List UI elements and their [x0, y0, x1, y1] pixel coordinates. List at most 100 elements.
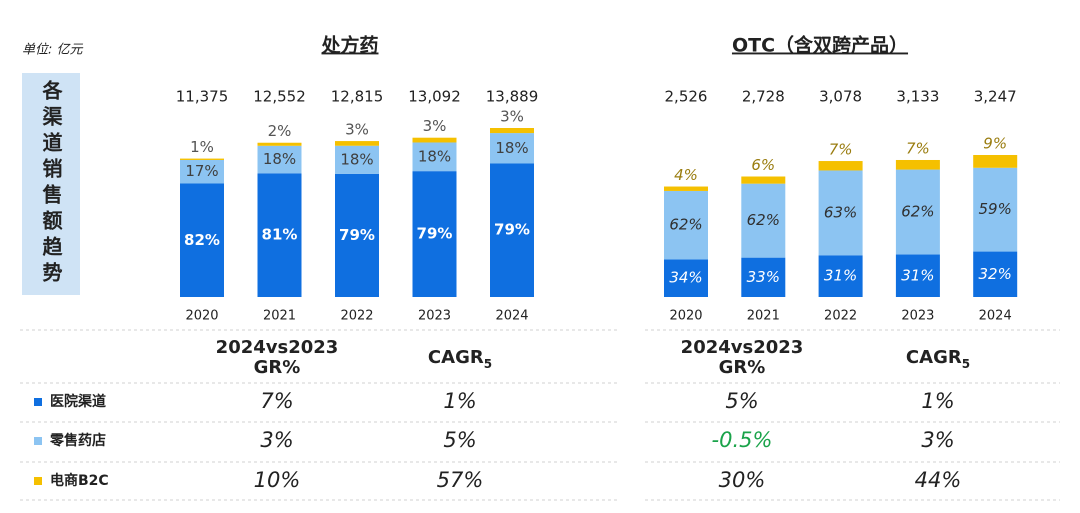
unit-label: 单位: 亿元: [22, 42, 84, 58]
value-label: 18%: [495, 139, 528, 157]
value-label: 33%: [747, 268, 780, 286]
bar-segment: [664, 186, 708, 191]
chart-title: OTC（含双跨产品）: [732, 34, 908, 57]
x-tick-label: 2023: [901, 309, 934, 324]
value-label: 82%: [184, 231, 220, 249]
table-cell: 1%: [921, 389, 954, 413]
table-cell: 3%: [260, 428, 293, 452]
legend-swatch: [34, 437, 42, 445]
value-label: 62%: [901, 203, 934, 221]
value-label: 6%: [751, 156, 775, 174]
value-label: 31%: [824, 267, 857, 285]
bar-segment: [895, 159, 940, 170]
value-label: 63%: [824, 203, 857, 221]
bar-segment: [664, 190, 708, 260]
bar-segment: [180, 159, 224, 184]
total-label: 13,092: [408, 88, 461, 106]
legend-label: 电商B2C: [50, 472, 109, 489]
bar-segment: [335, 145, 379, 174]
x-tick-label: 2021: [747, 309, 780, 324]
value-label: 3%: [345, 121, 369, 139]
total-label: 3,133: [896, 88, 939, 106]
bar-segment: [664, 259, 708, 297]
chart-title: 处方药: [320, 34, 378, 57]
legend-label: 医院渠道: [50, 393, 106, 410]
bar-segment: [973, 251, 1018, 297]
value-label: 79%: [339, 226, 375, 244]
table-cell: 10%: [254, 468, 301, 492]
value-label: 81%: [262, 226, 298, 244]
bar-segment: [818, 255, 863, 297]
legend-swatch: [34, 477, 42, 485]
bar-segment: [180, 183, 224, 297]
table-cell: 57%: [437, 468, 484, 492]
value-label: 2%: [268, 122, 292, 140]
bar-segment: [180, 158, 224, 160]
header-text: CAGR: [906, 347, 962, 368]
table-cell: 3%: [921, 428, 954, 452]
value-label: 62%: [747, 211, 780, 229]
x-tick-label: 2024: [979, 309, 1012, 324]
value-label: 62%: [669, 216, 702, 234]
total-label: 11,375: [176, 88, 229, 106]
bar-segment: [412, 142, 457, 172]
bar-segment: [257, 142, 302, 146]
side-label: 各渠道销售额趋势: [22, 73, 80, 295]
value-label: 7%: [829, 141, 853, 159]
x-tick-label: 2023: [418, 309, 451, 324]
header-text: CAGR: [428, 347, 484, 368]
table-cell: -0.5%: [712, 428, 773, 452]
header-sub: 5: [484, 357, 492, 371]
table-header: 2024vs2023: [216, 337, 339, 358]
value-label: 31%: [901, 266, 934, 284]
table-header: 2024vs2023: [681, 337, 804, 358]
bar-segment: [818, 170, 863, 256]
table-cell: 1%: [443, 389, 476, 413]
table-cell: 7%: [260, 389, 293, 413]
value-label: 79%: [494, 221, 530, 239]
header-sub: 5: [962, 357, 970, 371]
bar-segment: [895, 254, 940, 297]
bar-segment: [741, 183, 786, 258]
total-label: 3,078: [819, 88, 862, 106]
value-label: 7%: [906, 139, 930, 157]
legend-swatch: [34, 398, 42, 406]
value-label: 17%: [185, 162, 218, 180]
bar-segment: [490, 163, 534, 297]
value-label: 79%: [417, 225, 453, 243]
value-label: 18%: [340, 150, 373, 168]
legend-label: 零售药店: [49, 432, 106, 449]
total-label: 2,728: [742, 88, 785, 106]
x-tick-label: 2024: [495, 309, 528, 324]
bar-segment: [412, 171, 457, 297]
bar-segment: [973, 167, 1018, 252]
table-header: CAGR5: [428, 347, 492, 371]
value-label: 32%: [979, 265, 1012, 283]
bar-segment: [973, 155, 1018, 168]
value-label: 3%: [423, 117, 447, 135]
bar-segment: [257, 145, 302, 174]
bar-segment: [412, 137, 457, 143]
value-label: 4%: [674, 166, 698, 184]
bar-segment: [741, 176, 786, 184]
bar-segment: [257, 173, 302, 297]
value-label: 59%: [979, 200, 1012, 218]
x-tick-label: 2020: [669, 309, 702, 324]
total-label: 2,526: [665, 88, 708, 106]
total-label: 3,247: [974, 88, 1017, 106]
table-cell: 5%: [725, 389, 758, 413]
total-label: 12,552: [253, 88, 306, 106]
x-tick-label: 2022: [340, 309, 373, 324]
total-label: 13,889: [486, 88, 539, 106]
table-cell: 5%: [443, 428, 476, 452]
value-label: 18%: [263, 150, 296, 168]
bar-segment: [818, 161, 863, 171]
bar-segment: [335, 173, 379, 297]
bar-segment: [490, 133, 534, 164]
x-tick-label: 2021: [263, 309, 296, 324]
table-header: CAGR5: [906, 347, 970, 371]
bar-segment: [741, 257, 786, 297]
x-tick-label: 2020: [185, 309, 218, 324]
